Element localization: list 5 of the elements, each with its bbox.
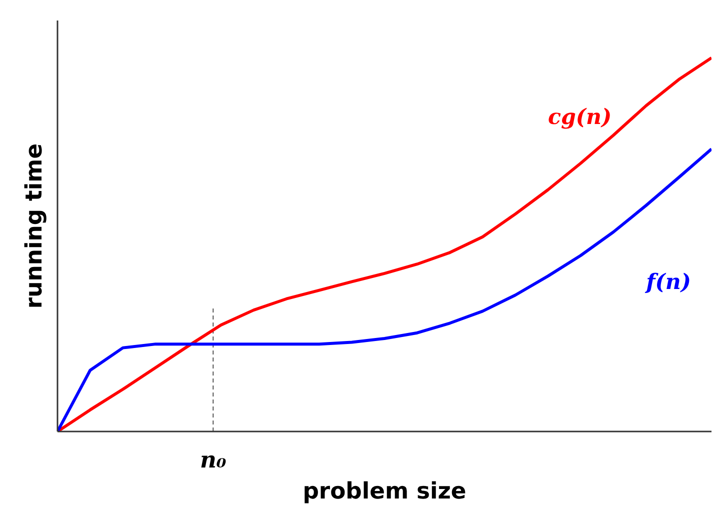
y-axis-title: running time — [22, 143, 48, 309]
text: n₀ — [200, 448, 226, 474]
text: f(n) — [644, 270, 691, 296]
x-axis-title: problem size — [302, 478, 466, 504]
series-label: cg(n) — [548, 104, 612, 130]
